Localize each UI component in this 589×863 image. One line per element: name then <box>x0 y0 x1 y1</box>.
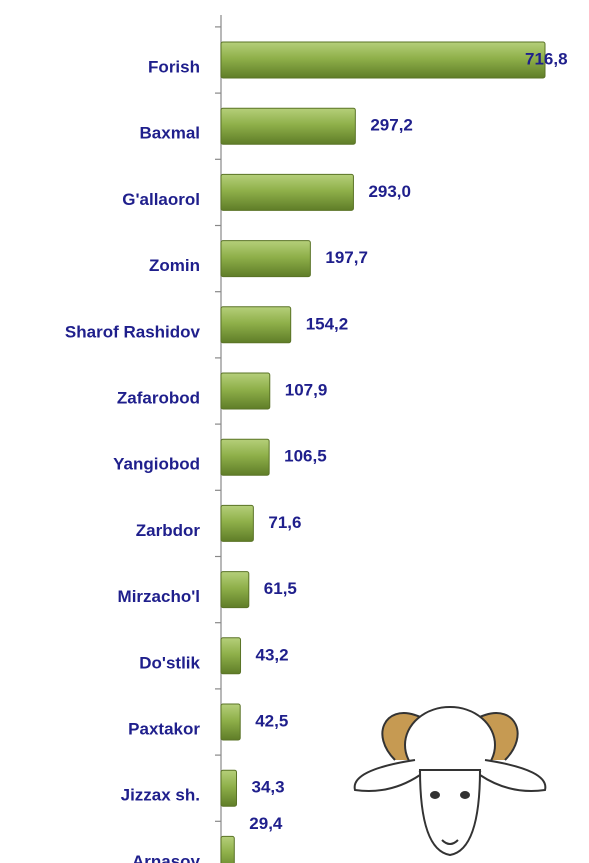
bar <box>220 438 270 476</box>
bar <box>220 769 238 807</box>
value-label: 716,8 <box>525 49 568 68</box>
value-label: 43,2 <box>256 645 289 664</box>
value-label: 29,4 <box>249 814 283 833</box>
value-label: 42,5 <box>255 711 288 730</box>
value-label: 107,9 <box>285 380 328 399</box>
category-label: Zomin <box>149 256 200 275</box>
value-label: 297,2 <box>370 116 413 135</box>
category-label: Zafarobod <box>117 388 200 407</box>
bar <box>220 372 271 410</box>
bar <box>220 504 254 542</box>
category-label: Forish <box>148 57 200 76</box>
bar <box>220 637 242 675</box>
bar <box>220 835 235 863</box>
category-label: Mirzacho'l <box>118 587 200 606</box>
value-label: 34,3 <box>252 778 285 797</box>
category-label: Baxmal <box>140 124 200 143</box>
category-label: Jizzax sh. <box>121 786 200 805</box>
bar <box>220 571 250 609</box>
bar <box>220 306 292 344</box>
category-label: Arnasoy <box>132 852 201 863</box>
value-label: 61,5 <box>264 579 297 598</box>
value-label: 197,7 <box>325 248 368 267</box>
bar <box>220 107 356 145</box>
category-label: Paxtakor <box>128 719 200 738</box>
value-label: 106,5 <box>284 447 327 466</box>
bar <box>220 703 241 741</box>
value-label: 154,2 <box>306 314 349 333</box>
category-label: G'allaorol <box>122 190 200 209</box>
value-label: 71,6 <box>268 513 301 532</box>
bar <box>220 173 354 211</box>
category-label: Do'stlik <box>139 653 200 672</box>
category-label: Yangiobod <box>113 455 200 474</box>
ram-illustration <box>353 706 547 857</box>
bar <box>220 240 311 278</box>
bar <box>220 41 546 79</box>
value-label: 293,0 <box>368 182 411 201</box>
category-label: Zarbdor <box>136 521 201 540</box>
category-label: Sharof Rashidov <box>65 322 201 341</box>
